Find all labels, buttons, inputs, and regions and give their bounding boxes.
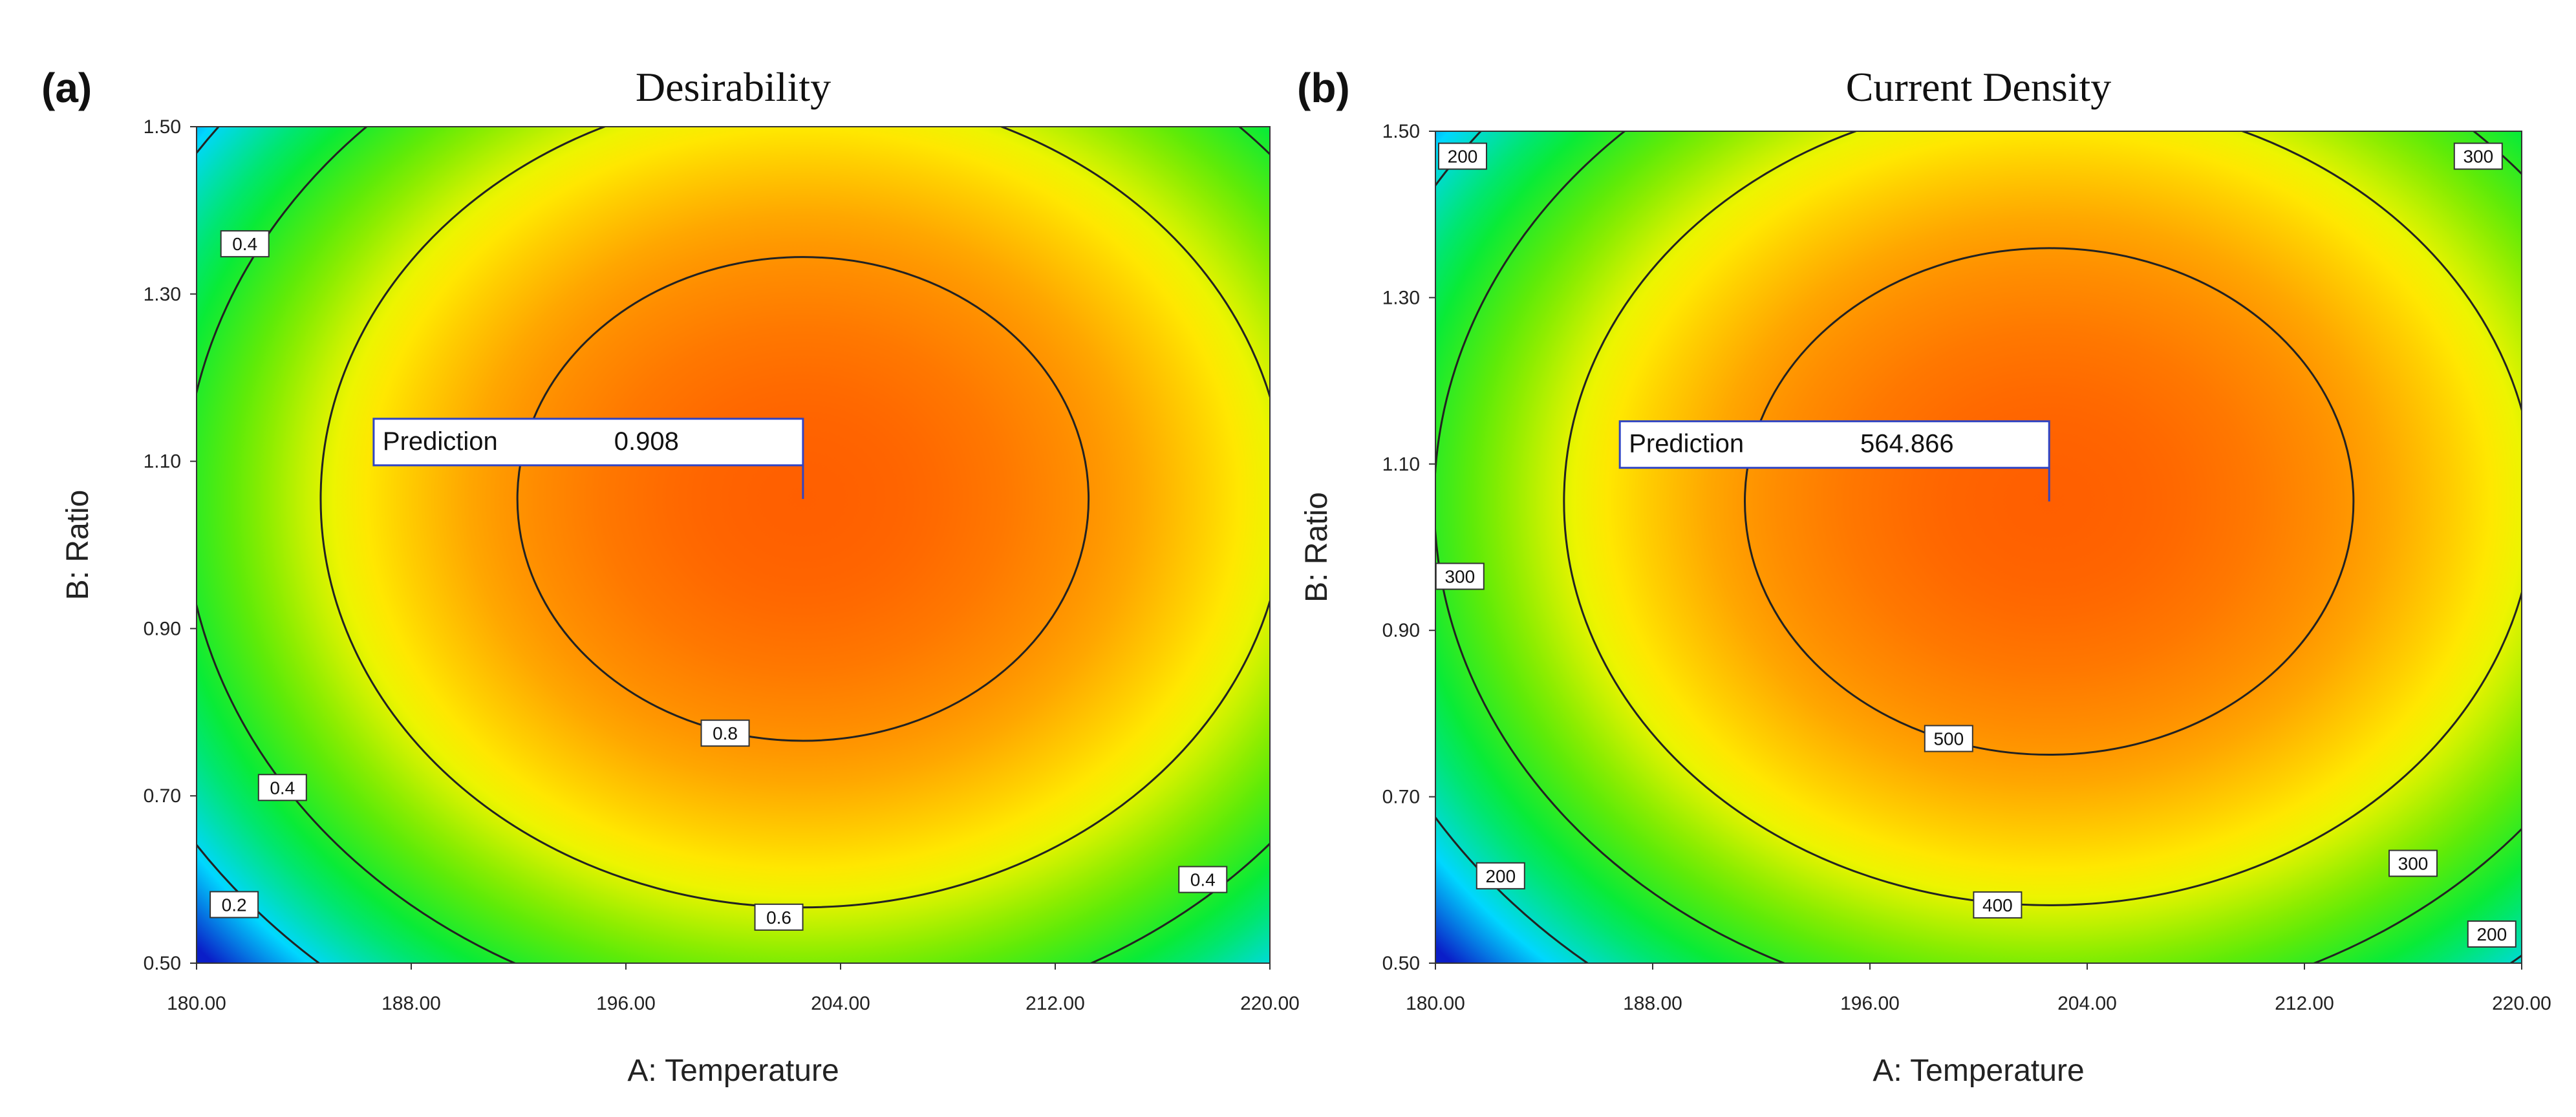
x-tick-label: 196.00 bbox=[1840, 993, 1900, 1014]
panel-label: (a) bbox=[41, 65, 92, 111]
prediction-flag[interactable]: Prediction 564.866 bbox=[1618, 420, 2050, 502]
contour-label-text: 0.4 bbox=[270, 778, 295, 798]
x-axis-title: A: Temperature bbox=[1873, 1054, 2084, 1088]
contour-label-text: 200 bbox=[1448, 147, 1478, 167]
contour-label: 300 bbox=[1435, 562, 1485, 590]
prediction-flag[interactable]: Prediction 0.908 bbox=[372, 418, 804, 499]
contour-lines bbox=[1435, 131, 2522, 963]
contour-label: 500 bbox=[1924, 725, 1973, 752]
contour-label-text: 300 bbox=[1444, 567, 1475, 587]
surface-heatmap bbox=[197, 127, 1270, 963]
contour-label-text: 0.8 bbox=[713, 723, 738, 743]
chart-title: Current Density bbox=[1846, 64, 2112, 110]
contour-label-text: 200 bbox=[2476, 924, 2507, 944]
y-tick-label: 1.10 bbox=[1382, 454, 1420, 475]
y-axis-ticks: 0.50 0.70 0.90 1.10 1.30 1.50 bbox=[1382, 121, 1435, 974]
x-tick-label: 180.00 bbox=[1406, 993, 1465, 1014]
plot-frame bbox=[1435, 131, 2522, 964]
contour-label-text: 300 bbox=[2463, 147, 2493, 167]
y-axis-title: B: Ratio bbox=[1300, 492, 1334, 602]
y-tick-label: 0.70 bbox=[144, 785, 181, 807]
contour-label: 0.4 bbox=[1178, 866, 1228, 893]
contour-label: 200 bbox=[2467, 920, 2517, 948]
contour-label: 0.4 bbox=[257, 774, 307, 802]
prediction-value: 0.908 bbox=[614, 427, 679, 456]
x-tick-label: 204.00 bbox=[811, 993, 870, 1014]
contour-label: 0.8 bbox=[700, 719, 750, 747]
y-tick-label: 1.30 bbox=[1382, 287, 1420, 308]
y-tick-label: 1.10 bbox=[144, 451, 181, 473]
contour-label-text: 0.4 bbox=[1190, 870, 1216, 890]
plot-frame bbox=[196, 126, 1271, 964]
x-tick-label: 188.00 bbox=[1623, 993, 1682, 1014]
contour-label-text: 0.2 bbox=[222, 895, 247, 915]
y-tick-label: 1.50 bbox=[144, 116, 181, 138]
panel-label: (b) bbox=[1297, 65, 1350, 111]
y-axis-title: B: Ratio bbox=[61, 490, 95, 601]
x-tick-label: 204.00 bbox=[2057, 993, 2117, 1014]
x-tick-label: 196.00 bbox=[596, 993, 656, 1014]
y-axis-ticks: 0.50 0.70 0.90 1.10 1.30 1.50 bbox=[144, 116, 197, 974]
panel-b: 200 300 300 500 400 200 300 200 Prediction 564.86… bbox=[1297, 64, 2551, 1088]
y-tick-label: 1.30 bbox=[144, 284, 181, 305]
contour-label-text: 200 bbox=[1485, 866, 1516, 886]
x-tick-label: 212.00 bbox=[2275, 993, 2334, 1014]
contour-label-text: 500 bbox=[1933, 729, 1964, 749]
y-tick-label: 0.70 bbox=[1382, 787, 1420, 808]
contour-label-text: 400 bbox=[1982, 895, 2013, 915]
x-tick-label: 188.00 bbox=[381, 993, 441, 1014]
x-axis-ticks: 180.00 188.00 196.00 204.00 212.00 220.00 bbox=[1406, 963, 2551, 1014]
x-axis-ticks: 180.00 188.00 196.00 204.00 212.00 220.00 bbox=[167, 963, 1300, 1014]
contour-label-text: 0.6 bbox=[766, 908, 791, 928]
y-tick-label: 0.50 bbox=[144, 953, 181, 974]
y-tick-label: 1.50 bbox=[1382, 121, 1420, 142]
contour-label: 0.2 bbox=[209, 891, 259, 919]
prediction-label: Prediction bbox=[383, 427, 498, 456]
contour-label: 0.6 bbox=[754, 903, 804, 931]
chart-title: Desirability bbox=[636, 64, 831, 110]
contour-label: 400 bbox=[1973, 891, 2023, 919]
contour-label: 200 bbox=[1438, 142, 1487, 170]
contour-line-400 bbox=[1563, 131, 2522, 906]
contour-line-0.8 bbox=[516, 256, 1090, 742]
contour-label: 300 bbox=[2453, 142, 2503, 170]
contour-label-text: 0.4 bbox=[232, 234, 257, 254]
contour-label: 0.4 bbox=[220, 230, 270, 258]
contour-label-text: 300 bbox=[2398, 854, 2429, 874]
y-tick-label: 0.90 bbox=[144, 618, 181, 639]
y-tick-label: 0.90 bbox=[1382, 620, 1420, 641]
x-axis-title: A: Temperature bbox=[627, 1054, 839, 1088]
contour-label: 200 bbox=[1476, 862, 1525, 889]
y-tick-label: 0.50 bbox=[1382, 953, 1420, 974]
contour-line-500 bbox=[1744, 247, 2355, 756]
x-tick-label: 212.00 bbox=[1025, 993, 1085, 1014]
x-tick-label: 180.00 bbox=[167, 993, 226, 1014]
contour-label: 300 bbox=[2388, 849, 2438, 877]
prediction-value: 564.866 bbox=[1860, 430, 1954, 458]
x-tick-label: 220.00 bbox=[2492, 993, 2551, 1014]
x-tick-label: 220.00 bbox=[1240, 993, 1300, 1014]
prediction-label: Prediction bbox=[1629, 430, 1744, 458]
